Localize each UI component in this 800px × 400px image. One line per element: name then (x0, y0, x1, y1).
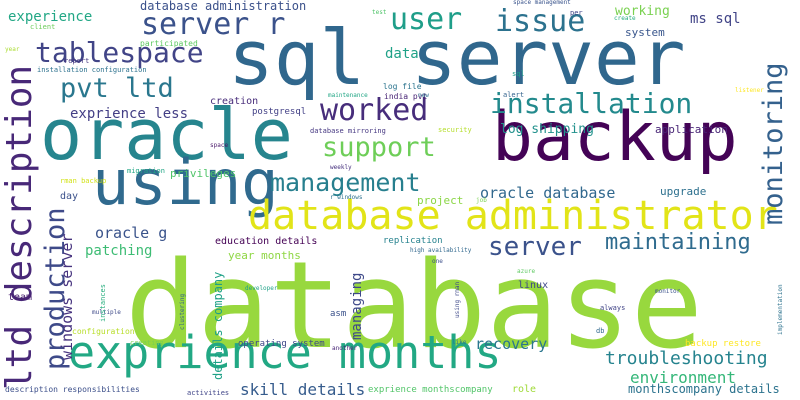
word-operating-system: operating system (238, 339, 325, 349)
word-new: new (418, 92, 429, 99)
word-project: project (417, 194, 464, 207)
word-migration: migration (127, 167, 165, 175)
word-exprience-less: exprience less (70, 106, 189, 122)
word-db: db (596, 327, 605, 335)
word-experience: experience (8, 9, 93, 25)
word-using: using (92, 146, 279, 219)
word-team: team (8, 292, 33, 303)
word-another: another (332, 345, 358, 352)
word-rman-backup: rman backup (60, 177, 107, 185)
word-one: one (432, 258, 443, 265)
word-windows-server: windows server (58, 233, 76, 360)
word-education-details: education details (215, 236, 318, 247)
word-instances: instances (99, 284, 107, 322)
word-security: security (438, 126, 472, 134)
word-day: day (60, 191, 79, 202)
word-privileges: privileges (170, 167, 237, 180)
word-data: data (385, 46, 419, 62)
word-creation: creation (210, 96, 259, 107)
word-database-administrator: database administrator (248, 193, 778, 239)
word-installation: installation (490, 87, 693, 120)
word-asm: asm (330, 309, 347, 319)
word-per: per (570, 9, 583, 17)
word-clustering: clustering (179, 293, 186, 330)
word-like: like (452, 339, 467, 346)
word-monitor: monitor (655, 288, 681, 295)
word-server-r: server r (141, 7, 286, 42)
word-details-company: details company (211, 271, 225, 380)
word-always: always (600, 304, 626, 312)
word-space-management: space management (513, 0, 571, 6)
word-backup: backup (492, 98, 738, 177)
word-year-months: year months (228, 249, 301, 262)
word-job: job (476, 197, 487, 204)
word-maintenance: maintenance (328, 92, 368, 99)
word-using-rman: using rman (454, 281, 461, 318)
word-working: working (615, 4, 670, 19)
word-environment: environment (630, 368, 736, 387)
word-patching: patching (85, 243, 153, 259)
word-sql-server: sql server (228, 13, 686, 102)
word-support: support (322, 132, 436, 163)
word-maintaining: maintaining (605, 230, 751, 255)
word-implementation: implementation (777, 284, 784, 335)
word-weekly: weekly (330, 164, 352, 171)
word-configuration: configuration (72, 327, 135, 336)
word-skill-details: skill details (240, 380, 366, 399)
word-high-availability: high availability (410, 247, 472, 254)
word-tablespace: tablespace (35, 36, 204, 69)
word-creating: creating (130, 339, 164, 347)
word-azure: azure (517, 268, 536, 275)
word-management: management (270, 168, 421, 197)
word-pvt-ltd: pvt ltd (60, 73, 174, 104)
word-worked: worked (320, 93, 429, 128)
word-activities: activities (187, 389, 230, 397)
word-india-pvt: india pvt (384, 92, 428, 101)
word-exprience-months: exprience months (68, 326, 502, 379)
word-postgresql: postgresql (252, 107, 307, 117)
word-issue: issue (495, 4, 586, 39)
word-application: application (655, 123, 728, 136)
word-multiple: multiple (92, 309, 121, 316)
word-log-shipping: log shipping (500, 122, 594, 137)
word-server: server (488, 232, 582, 262)
word-role: role (512, 384, 537, 395)
word-backup-restore: backup restore (685, 339, 761, 349)
word-client: client (30, 23, 56, 31)
word-oracle-database: oracle database (480, 184, 616, 202)
word-monitoring: monitoring (758, 62, 789, 225)
word-r-windows: r windows (330, 194, 363, 201)
word-troubleshooting: troubleshooting (605, 348, 768, 369)
word-replication: replication (383, 236, 443, 246)
word-alert: alert (503, 91, 525, 99)
word-user: user (390, 2, 463, 37)
word-report: report (64, 57, 90, 65)
word-description-responsibilities: description responsibilities (5, 385, 140, 394)
word-upgrade: upgrade (660, 185, 707, 198)
word-ltd-description: ltd description (0, 64, 40, 390)
word-create: create (614, 15, 636, 22)
word-log-file: log file (383, 82, 422, 91)
word-year: year (5, 46, 20, 53)
word-oracle: oracle (40, 94, 293, 176)
word-linux: linux (518, 280, 549, 291)
word-database-mirroring: database mirroring (310, 127, 386, 135)
word-space: space (210, 142, 229, 149)
word-monthscompany-details: monthscompany details (628, 382, 780, 396)
word-recovery: recovery (475, 335, 548, 353)
word-sql: sql (512, 70, 525, 78)
word-participated: participated (140, 39, 198, 48)
word-installation-configuration: installation configuration (37, 66, 147, 74)
word-database-administration: database administration (140, 0, 307, 13)
word-developer: developer (245, 285, 278, 292)
word-database: database (125, 237, 703, 376)
word-exprience-monthscompany: exprience monthscompany (368, 385, 493, 395)
word-oracle-g: oracle g (95, 224, 168, 242)
word-system: system (625, 26, 665, 39)
word-ms-sql: ms sql (690, 11, 741, 27)
word-test: test (372, 9, 387, 16)
word-listener: listener (735, 87, 764, 94)
word-managing: managing (349, 272, 365, 340)
